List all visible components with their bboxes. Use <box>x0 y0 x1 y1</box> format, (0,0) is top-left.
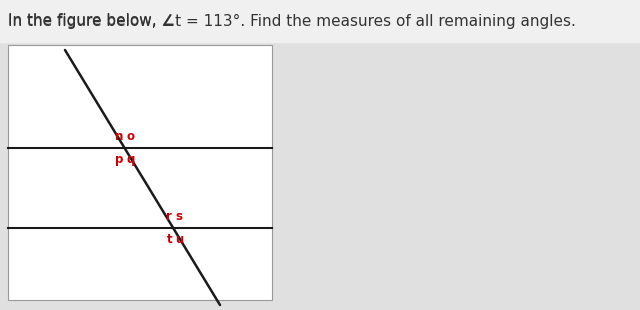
Text: In the figure below, ∠t = 113°. Find the measures of all remaining angles.: In the figure below, ∠t = 113°. Find the… <box>8 14 576 29</box>
Text: r: r <box>166 210 172 223</box>
Text: In the figure below, ∠: In the figure below, ∠ <box>8 14 175 29</box>
Text: n: n <box>115 130 124 143</box>
Text: p: p <box>115 153 124 166</box>
Text: s: s <box>175 210 182 223</box>
Text: t: t <box>166 233 172 246</box>
Text: q: q <box>127 153 135 166</box>
Text: o: o <box>127 130 134 143</box>
Text: u: u <box>175 233 184 246</box>
Bar <box>8 45 272 300</box>
Bar <box>0 0 640 42</box>
